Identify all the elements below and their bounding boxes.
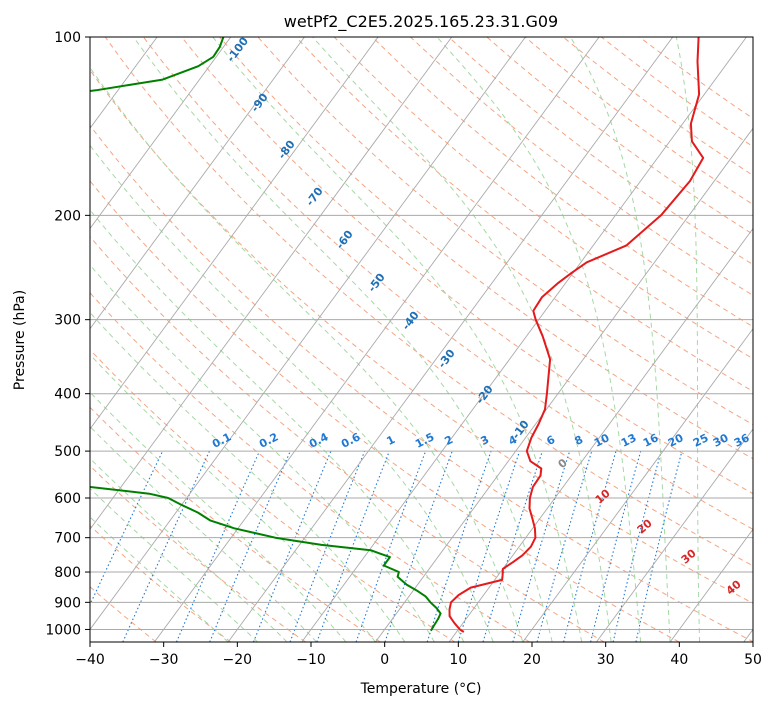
x-tick-label: −30 [149,652,179,668]
isotherm-line [90,37,526,631]
dry-adiabat-line [90,586,157,642]
mixing-ratio-label: 16 [641,431,661,450]
x-axis: −40 −30 −20 −10 0 10 20 30 40 50 [75,642,762,668]
mixing-ratio-label: 13 [619,431,639,450]
dry-adiabat-line [181,37,753,495]
mixing-ratio-label: 30 [711,431,731,450]
y-tick-label: 100 [54,30,81,46]
mixing-ratio-label: 20 [666,431,686,450]
sounding-profiles [90,37,705,633]
mixing-ratio-line [512,450,571,642]
x-tick-label: −40 [75,652,105,668]
y-axis-label: Pressure (hPa) [12,290,28,390]
isotherm-line [90,37,305,330]
mixing-ratio-label: 10 [592,431,612,450]
moist-adiabat-line [90,353,376,642]
dry-adiabat-line [219,37,753,460]
y-tick-label: 400 [54,387,81,403]
mixing-ratio-line [426,450,492,642]
mixing-ratio-label: 36 [732,431,752,450]
x-tick-label: 40 [670,652,688,668]
isotherm-line [90,37,232,230]
dry-adiabat-line [104,37,753,567]
x-tick-label: 20 [523,652,541,668]
dry-adiabat-line [143,37,753,530]
isotherm-line [90,37,379,430]
moist-adiabat-line [436,37,642,642]
mixing-ratio-line [355,450,427,642]
moist-adiabat-line [133,37,553,642]
mixing-ratio-line [289,450,366,642]
mixing-ratio-line [536,450,593,642]
dewpoint-profile [90,37,442,632]
mixing-ratio-lines [90,450,683,642]
moist-adiabat-line [90,425,317,642]
moist-adiabat-line [90,457,288,642]
y-tick-label: 800 [54,565,81,581]
mixing-ratio-line [590,450,642,642]
moist-adiabat-line [312,37,612,642]
y-axis: 100 200 300 400 500 600 700 800 900 1000 [45,30,90,638]
mixing-ratio-line [563,450,617,642]
moist-adiabat-line [90,144,494,642]
x-tick-label: −20 [223,652,253,668]
moist-adiabat-line [90,264,435,642]
dry-adiabat-line [90,180,680,642]
x-tick-label: 0 [380,652,389,668]
moist-adiabats [90,37,701,642]
moist-adiabat-line [90,209,465,642]
dry-adiabat-line [90,406,381,642]
y-tick-label: 700 [54,531,81,547]
isotherm-line [301,37,747,642]
y-tick-label: 300 [54,313,81,329]
mixing-ratio-line [316,450,390,642]
mixing-ratio-line [175,450,261,642]
plot-area: -100-90-80-70-60-50-40-30-20-100.1 0.2 0.4… [90,37,753,642]
moist-adiabat-line [570,37,671,642]
mixing-ratio-line [252,450,332,642]
dry-adiabat-line [90,235,605,642]
plot-frame [89,36,754,643]
isotherm-line [154,37,600,642]
x-tick-label: 10 [449,652,467,668]
dry-adiabat-line [295,37,753,392]
mixing-ratio-line [482,450,543,642]
isotherm-line [596,428,753,642]
moist-adiabat-line [675,37,701,642]
isotherm-line [90,37,453,530]
isotherms [90,37,753,642]
isotherm-line [669,528,753,642]
x-axis-label: Temperature (°C) [360,681,482,697]
dry-adiabat-line [90,465,306,642]
y-tick-label: 1000 [45,622,81,638]
y-tick-label: 900 [54,595,81,611]
x-tick-label: 50 [744,652,762,668]
y-tick-label: 500 [54,444,81,460]
moist-adiabat-line [90,66,524,642]
moist-adiabat-line [90,311,406,642]
mixing-ratio-line [209,450,291,642]
moist-adiabat-line [90,391,347,642]
mixing-ratio-label: 25 [691,431,711,450]
isotherm-line [375,127,753,642]
dry-adiabat-line [90,69,753,604]
mixing-ratio-line [612,450,662,642]
y-tick-label: 600 [54,491,81,507]
temperature-profile [448,37,705,633]
isotherm-line [448,227,753,642]
mixing-ratio-line [457,450,521,642]
dry-adiabat-line [371,37,753,328]
y-tick-label: 200 [54,208,81,224]
chart-title: wetPf2_C2E5.2025.165.23.31.G09 [284,12,558,32]
isotherm-line [522,328,753,642]
x-tick-label: 30 [597,652,615,668]
isobars [90,37,753,630]
x-tick-label: −10 [296,652,326,668]
